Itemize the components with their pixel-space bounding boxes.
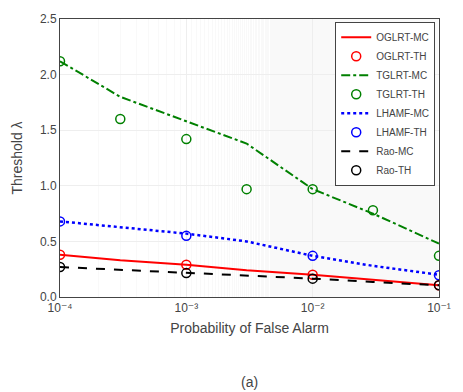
svg-text:Threshold λ: Threshold λ <box>9 121 25 194</box>
svg-text:2.5: 2.5 <box>40 12 57 26</box>
svg-text:TGLRT-TH: TGLRT-TH <box>376 89 425 100</box>
svg-text:LHAMF-TH: LHAMF-TH <box>376 127 427 138</box>
svg-text:Probability of False Alarm: Probability of False Alarm <box>170 320 329 336</box>
svg-text:TGLRT-MC: TGLRT-MC <box>376 70 427 81</box>
svg-text:Rao-MC: Rao-MC <box>376 146 413 157</box>
svg-text:LHAMF-MC: LHAMF-MC <box>376 108 429 119</box>
svg-text:1.5: 1.5 <box>40 123 57 137</box>
svg-text:10⁻²: 10⁻² <box>301 301 325 315</box>
svg-text:2.0: 2.0 <box>40 68 57 82</box>
svg-text:0.0: 0.0 <box>40 290 57 304</box>
svg-text:1.0: 1.0 <box>40 179 57 193</box>
svg-text:0.5: 0.5 <box>40 235 57 249</box>
svg-text:10⁻³: 10⁻³ <box>174 301 198 315</box>
svg-text:10⁻¹: 10⁻¹ <box>427 301 451 315</box>
svg-text:Rao-TH: Rao-TH <box>376 165 411 176</box>
svg-text:10⁻⁴: 10⁻⁴ <box>48 301 73 315</box>
svg-text:OGLRT-MC: OGLRT-MC <box>376 32 429 43</box>
svg-text:(a): (a) <box>241 374 258 390</box>
svg-text:OGLRT-TH: OGLRT-TH <box>376 51 426 62</box>
